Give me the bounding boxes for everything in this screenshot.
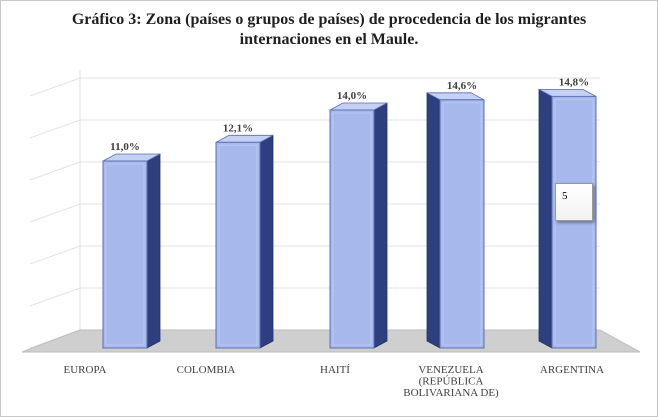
bar-front [102,160,148,349]
bar-front [329,109,375,349]
category-label: COLOMBIA [177,364,236,376]
annotation-text: 5 [562,190,568,202]
category-label: BOLIVARIANA DE) [403,387,499,399]
bar-front [439,99,485,349]
bar [538,88,597,349]
category-label: VENEZUELA [418,364,483,376]
data-label: 12,1% [223,122,253,134]
data-label: 11,0% [110,141,140,153]
bar-side [259,134,274,349]
bar-highlight [442,102,482,346]
category-label: ARGENTINA [540,364,604,376]
bar-front [551,95,597,349]
bar-highlight [332,112,372,346]
bar-highlight [554,98,594,346]
category-label: EUROPA [64,364,107,376]
gridline [29,77,600,97]
gridline [29,119,600,139]
data-label: 14,8% [559,76,589,88]
bar-side [538,88,553,349]
chart-title-line-2: internaciones en el Maule. [239,31,419,48]
bar-side [373,102,388,349]
data-label: 14,6% [447,80,477,92]
bar-side [426,92,441,349]
bar [215,134,274,349]
bar-front [215,141,261,349]
category-label: HAITÍ [320,364,350,376]
annotation-box: 5 [555,183,593,221]
chart-title-line-1: Gráfico 3: Zona (países o grupos de país… [71,11,587,28]
bar [102,153,161,349]
category-label: (REPÚBLICA [419,376,484,388]
bar-highlight [218,144,258,346]
bar [426,92,485,349]
bar [329,102,388,349]
bar-side [146,153,161,349]
bar-highlight [105,163,145,346]
data-label: 14,0% [337,90,367,102]
chart-title: Gráfico 3: Zona (países o grupos de país… [0,10,658,50]
